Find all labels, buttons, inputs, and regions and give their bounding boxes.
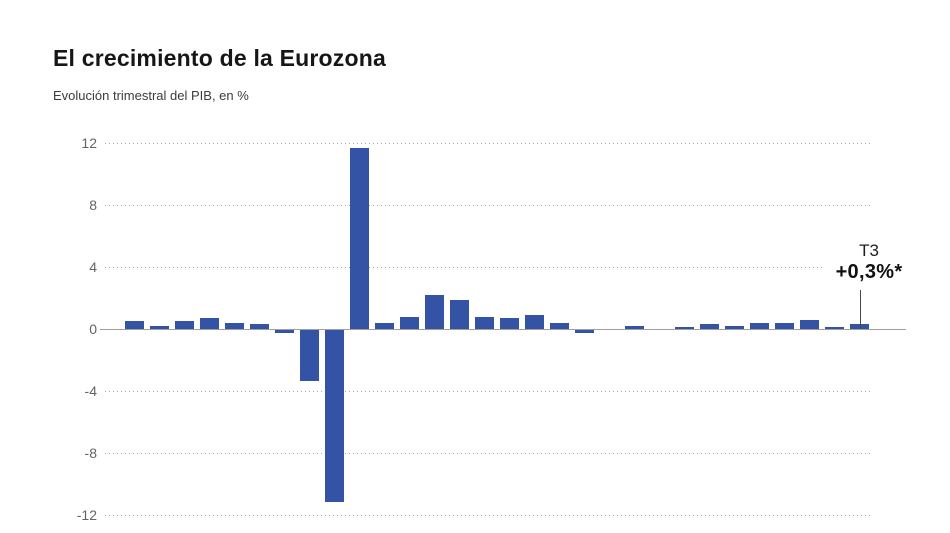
bar bbox=[850, 324, 869, 329]
bar bbox=[750, 322, 769, 329]
bar bbox=[175, 321, 194, 329]
zero-axis-line bbox=[100, 329, 906, 330]
bar bbox=[725, 325, 744, 329]
bar bbox=[125, 321, 144, 329]
chart-subtitle: Evolución trimestral del PIB, en % bbox=[53, 88, 249, 103]
y-tick-label: -8 bbox=[84, 445, 97, 461]
chart-title: El crecimiento de la Eurozona bbox=[53, 45, 386, 71]
y-tick-label: 12 bbox=[81, 135, 97, 151]
gridline bbox=[105, 515, 872, 516]
gridline bbox=[105, 453, 872, 454]
latest-value-annotation: T3 +0,3%* bbox=[822, 241, 916, 283]
y-tick-label: -4 bbox=[84, 383, 97, 399]
y-tick-label: -12 bbox=[76, 507, 97, 523]
bar bbox=[500, 318, 519, 329]
bar bbox=[400, 316, 419, 329]
bar bbox=[425, 294, 444, 329]
gridline bbox=[105, 391, 872, 392]
bar bbox=[375, 322, 394, 329]
gridline bbox=[105, 267, 872, 268]
annotation-value-label: +0,3%* bbox=[835, 261, 903, 283]
bar bbox=[225, 322, 244, 329]
gridline bbox=[105, 205, 872, 206]
bar bbox=[450, 299, 469, 329]
bar bbox=[575, 330, 594, 334]
bar bbox=[525, 315, 544, 329]
bar bbox=[625, 325, 644, 329]
bar bbox=[250, 324, 269, 329]
bar bbox=[675, 327, 694, 329]
bar bbox=[200, 318, 219, 329]
bar bbox=[150, 325, 169, 329]
bar bbox=[275, 330, 294, 334]
y-tick-label: 0 bbox=[89, 321, 97, 337]
gridline bbox=[105, 143, 872, 144]
bar bbox=[350, 147, 369, 329]
annotation-pointer-line bbox=[860, 290, 861, 329]
bar bbox=[775, 322, 794, 329]
bar bbox=[325, 330, 344, 503]
bar bbox=[300, 330, 319, 382]
y-tick-label: 8 bbox=[89, 197, 97, 213]
bar bbox=[700, 324, 719, 329]
bar bbox=[825, 327, 844, 329]
y-tick-label: 4 bbox=[89, 259, 97, 275]
annotation-quarter-label: T3 bbox=[859, 241, 879, 260]
bar bbox=[475, 316, 494, 329]
bar bbox=[550, 322, 569, 329]
bar bbox=[800, 319, 819, 329]
